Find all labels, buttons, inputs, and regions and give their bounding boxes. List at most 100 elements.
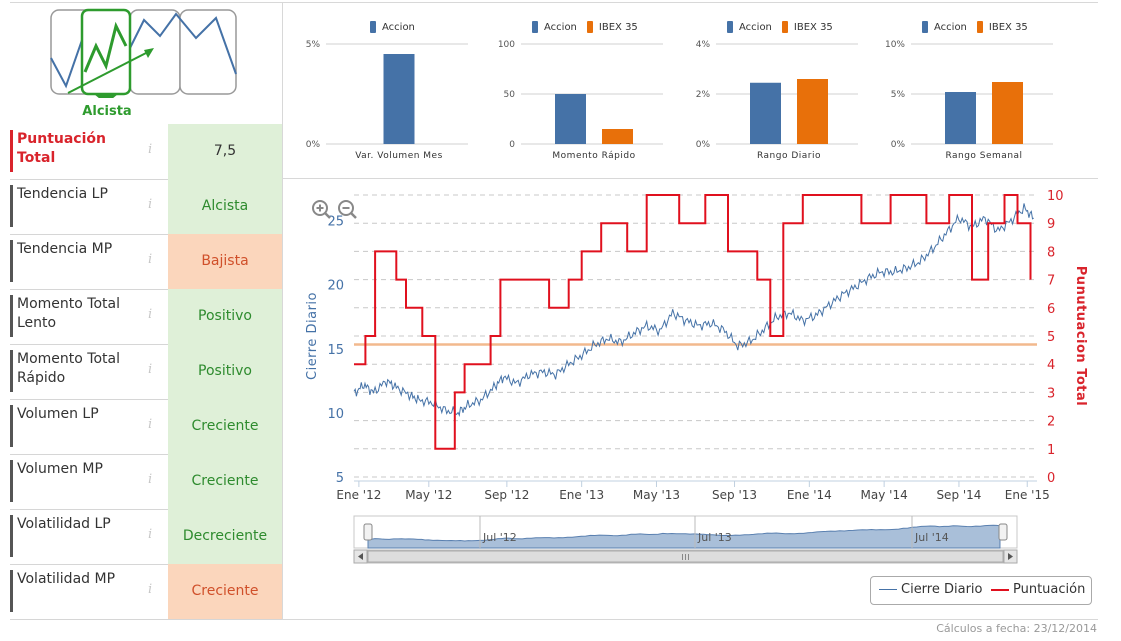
x-axis-label: Momento Rápido	[552, 151, 635, 161]
legend-label: IBEX 35	[598, 22, 638, 33]
y-tick-label: 5%	[891, 90, 906, 100]
x-tick-label: May '13	[633, 488, 680, 502]
score-value: Creciente	[168, 399, 282, 454]
legend-item-price[interactable]: Cierre Diario	[879, 582, 983, 597]
zoom-in-icon[interactable]	[312, 200, 331, 219]
score-row: Volatilidad MP i Creciente	[10, 564, 282, 620]
x-tick-label: Sep '13	[712, 488, 757, 502]
mini-bar-chart: 5% 0% Var. Volumen Mes Accion	[300, 10, 490, 170]
left-panel-divider	[282, 2, 283, 620]
right-tick-label: 9	[1047, 217, 1055, 232]
navigator-handle[interactable]	[998, 523, 1008, 541]
info-icon[interactable]: i	[148, 142, 153, 157]
bar	[797, 79, 828, 144]
x-axis-label: Var. Volumen Mes	[355, 151, 443, 161]
score-label: Momento Total Rápido	[10, 350, 147, 392]
score-row: Momento Total Lento i Positivo	[10, 289, 282, 345]
score-label: Volatilidad LP	[10, 515, 147, 557]
right-tick-label: 5	[1047, 330, 1055, 345]
mini-legend: Accion	[370, 21, 425, 33]
left-axis-title: Cierre Diario	[305, 292, 320, 380]
right-tick-label: 4	[1047, 358, 1055, 373]
x-tick-label: Ene '14	[787, 488, 832, 502]
legend-label: Accion	[382, 22, 415, 33]
info-icon[interactable]: i	[148, 472, 153, 487]
score-label: Tendencia LP	[10, 185, 147, 227]
score-value: 7,5	[168, 124, 282, 179]
bar	[383, 54, 415, 144]
navigator-handle[interactable]	[363, 523, 373, 541]
mini-bar-svg: 10% 5% 0% Rango Semanal	[885, 40, 1053, 161]
score-value: Positivo	[168, 289, 282, 344]
legend-entry[interactable]: Accion	[370, 21, 415, 33]
legend-swatch	[922, 21, 928, 33]
score-row: Volatilidad LP i Decreciente	[10, 509, 282, 565]
legend-entry[interactable]: IBEX 35	[586, 21, 638, 33]
y-tick-label: 10%	[885, 40, 905, 50]
legend-swatch	[370, 21, 376, 33]
mini-legend: Accion IBEX 35	[922, 21, 1038, 33]
right-tick-label: 2	[1047, 415, 1055, 430]
mini-bar-chart: 100 50 0 Momento Rápido Accion IBEX 35	[495, 10, 685, 170]
right-tick-label: 10	[1047, 189, 1064, 204]
y-tick-label: 50	[504, 90, 516, 100]
info-icon[interactable]: i	[148, 252, 153, 267]
bar	[602, 129, 633, 144]
right-tick-label: 6	[1047, 302, 1055, 317]
mini-bar-svg: 5% 0% Var. Volumen Mes	[306, 40, 468, 161]
uptrend-chart-icon	[50, 8, 237, 98]
score-label: Momento Total Lento	[10, 295, 147, 337]
zoom-out-icon[interactable]	[338, 200, 357, 219]
info-icon[interactable]: i	[148, 197, 153, 212]
bar	[750, 82, 781, 144]
info-icon[interactable]: i	[148, 417, 153, 432]
left-tick-label: 5	[336, 471, 344, 486]
score-row: Puntuación Total i 7,5	[10, 124, 282, 180]
legend-label: IBEX 35	[793, 22, 833, 33]
scrollbar-grip	[682, 554, 689, 560]
x-tick-label: Ene '12	[336, 488, 381, 502]
legend-label: Accion	[739, 22, 772, 33]
x-tick-label: May '12	[405, 488, 452, 502]
right-tick-label: 8	[1047, 245, 1055, 260]
score-label: Volatilidad MP	[10, 570, 147, 612]
legend-entry[interactable]: Accion	[922, 21, 967, 33]
info-icon[interactable]: i	[148, 307, 153, 322]
score-row: Tendencia LP i Alcista	[10, 179, 282, 235]
scroll-left-arrow[interactable]	[353, 549, 368, 564]
x-tick-label: Sep '12	[484, 488, 529, 502]
legend-entry[interactable]: IBEX 35	[781, 21, 833, 33]
info-icon[interactable]: i	[148, 362, 153, 377]
legend-label: Accion	[934, 22, 967, 33]
score-row: Tendencia MP i Bajista	[10, 234, 282, 290]
score-label: Puntuación Total	[10, 130, 147, 172]
y-tick-label: 100	[498, 40, 515, 50]
mini-legend: Accion IBEX 35	[727, 21, 843, 33]
legend-entry[interactable]: Accion	[532, 21, 577, 33]
mini-legend: Accion IBEX 35	[532, 21, 648, 33]
y-tick-label: 0	[509, 140, 515, 150]
x-tick-label: Sep '14	[936, 488, 981, 502]
right-tick-label: 7	[1047, 274, 1055, 289]
x-axis-label: Rango Diario	[757, 151, 821, 161]
legend-entry[interactable]: IBEX 35	[976, 21, 1028, 33]
x-tick-label: Ene '15	[1005, 488, 1050, 502]
y-tick-label: 0%	[306, 140, 321, 150]
trend-label: Alcista	[82, 104, 132, 119]
legend-price-label: Cierre Diario	[901, 582, 983, 597]
score-label: Volumen MP	[10, 460, 147, 502]
legend-item-score[interactable]: Puntuación	[991, 582, 1085, 597]
score-value: Bajista	[168, 234, 282, 289]
x-axis-label: Rango Semanal	[945, 151, 1022, 161]
left-tick-label: 10	[327, 407, 344, 422]
score-value: Alcista	[168, 179, 282, 234]
info-icon[interactable]: i	[148, 527, 153, 542]
legend-entry[interactable]: Accion	[727, 21, 772, 33]
info-icon[interactable]: i	[148, 582, 153, 597]
x-tick-label: Ene '13	[559, 488, 604, 502]
scroll-right-arrow[interactable]	[1003, 549, 1018, 564]
navigator-tick-label: Jul '12	[482, 531, 517, 544]
navigator-tick-label: Jul '14	[914, 531, 949, 544]
y-tick-label: 2%	[696, 90, 711, 100]
x-tick-label: May '14	[861, 488, 908, 502]
